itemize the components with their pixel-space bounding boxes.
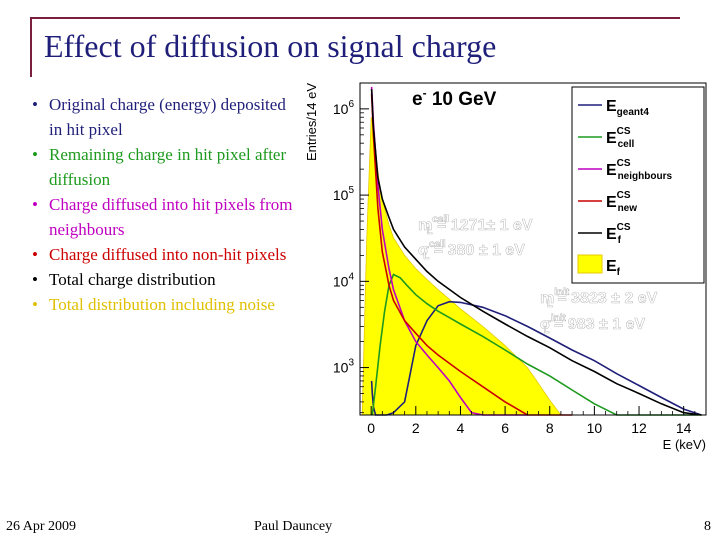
footer-author: Paul Dauncey (254, 519, 333, 534)
bullet-neighbour-charge: • Charge diffused into hit pixels from ne… (30, 192, 300, 242)
histogram-plot: 0 2 4 6 8 10 12 14 103 104 105 106 E (keV) Entries/14… (300, 75, 720, 455)
legend-swatch (577, 254, 603, 274)
x-tick-label: 0 (367, 420, 375, 436)
x-tick-label: 2 (412, 420, 420, 436)
footer-date: 26 Apr 2009 (6, 519, 76, 534)
x-tick-label: 14 (676, 420, 692, 436)
y-tick-label: 105 (333, 185, 355, 203)
series-line-3 (370, 93, 573, 416)
y-tick-label: 103 (333, 358, 355, 376)
y-axis-label: Entries/14 eV (304, 83, 319, 161)
x-tick-label: 4 (457, 420, 465, 436)
stat-annotation: σinit L = 983 ± 1 eV (540, 313, 646, 336)
bullet-original-charge: • Original charge (energy) deposited in h… (30, 92, 300, 142)
slide-title: Effect of diffusion on signal charge (44, 28, 497, 64)
title-frame-left-rule (30, 17, 32, 77)
bullet-text: Total charge distribution (49, 270, 216, 289)
bullet-text: Charge diffused into hit pixels from nei… (49, 195, 293, 239)
x-tick-label: 10 (587, 420, 603, 436)
x-tick-label: 12 (631, 420, 647, 436)
bullet-total-noise: • Total distribution including noise (30, 292, 300, 317)
bullet-dot: • (32, 145, 38, 164)
legend-label: ECS new (606, 190, 637, 214)
x-tick-label: 6 (501, 420, 509, 436)
title-frame-top-rule (30, 17, 680, 19)
chart-svg: 0 2 4 6 8 10 12 14 103 104 105 106 E (keV) Entries/14… (304, 82, 707, 452)
x-axis-label: E (keV) (663, 437, 706, 452)
bullet-text: Total distribution including noise (49, 295, 275, 314)
bullet-dot: • (32, 270, 38, 289)
legend-box (571, 86, 705, 284)
bullet-total-charge: • Total charge distribution (30, 267, 300, 292)
bullet-dot: • (32, 295, 38, 314)
bullet-remaining-charge: • Remaining charge in hit pixel after dif… (30, 142, 300, 192)
stat-annotation: minit L = 3823 ± 2 eV (540, 287, 658, 310)
legend-label: Ef (606, 258, 621, 278)
series-line-4 (370, 88, 702, 416)
legend-label: Egeant4 (606, 98, 649, 118)
bullet-text: Original charge (energy) deposited in hi… (49, 95, 286, 139)
bullet-dot: • (32, 95, 38, 114)
bullet-dot: • (32, 245, 38, 264)
bullet-text: Remaining charge in hit pixel after diff… (49, 145, 287, 189)
legend-label: ECS neighbours (606, 158, 672, 182)
bullet-dot: • (32, 195, 38, 214)
stat-annotation: mcell L = 1271± 1 eV (418, 214, 533, 237)
x-tick-label: 8 (546, 420, 554, 436)
stat-annotation: σcell L = 380 ± 1 eV (418, 239, 525, 262)
bullet-text: Charge diffused into non-hit pixels (49, 245, 287, 264)
y-tick-label: 106 (333, 99, 355, 117)
legend-label: ECS f (606, 222, 631, 246)
bullet-list: • Original charge (energy) deposited in h… (30, 92, 300, 317)
bullet-nonhit-charge: • Charge diffused into non-hit pixels (30, 242, 300, 267)
legend-label: ECS cell (606, 126, 634, 150)
y-tick-label: 104 (333, 271, 355, 289)
page-number: 8 (704, 519, 711, 534)
axes-frame (359, 82, 707, 416)
chart-title: e- 10 GeV (412, 86, 497, 110)
